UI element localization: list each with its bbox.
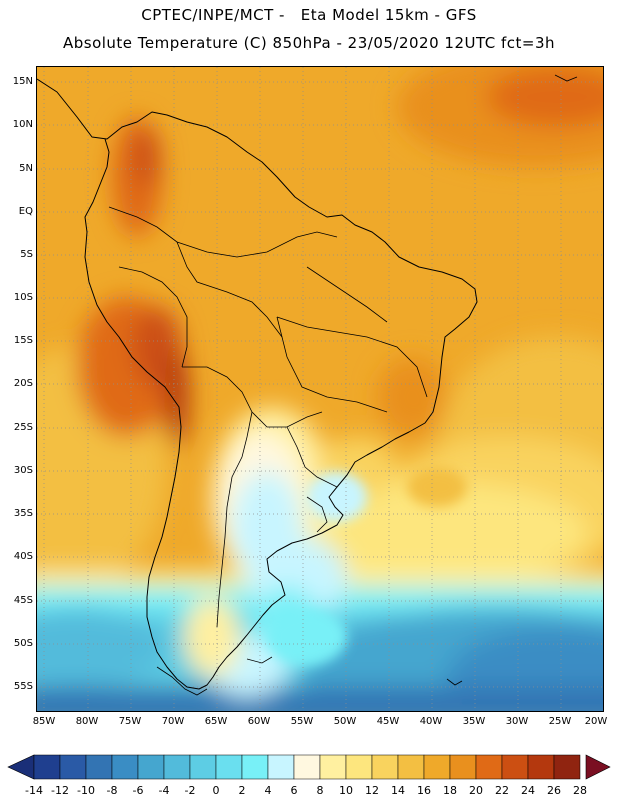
lat-label: EQ [18,206,33,217]
colorbar-label: 20 [469,784,483,797]
lon-label: 55W [290,716,314,727]
colorbar-label: -4 [158,784,170,797]
colorbar-swatch [449,754,477,780]
lat-label: 40S [13,551,33,562]
lon-label: 45W [376,716,400,727]
lat-label: 55S [13,681,33,692]
colorbar-label: -6 [132,784,144,797]
colorbar-label: -12 [51,784,69,797]
colorbar-swatch [241,754,269,780]
lon-label: 30W [505,716,529,727]
colorbar-label: 0 [212,784,220,797]
lat-label: 45S [13,595,33,606]
colorbar-label: 8 [316,784,324,797]
title-line-2: Absolute Temperature (C) 850hPa - 23/05/… [62,34,556,52]
lat-label: 15S [13,335,33,346]
colorbar-swatch [553,754,581,780]
colorbar-swatch [85,754,113,780]
colorbar-swatch [345,754,373,780]
lat-label: 25S [13,422,33,433]
colorbar-swatch [137,754,165,780]
colorbar-swatch [267,754,295,780]
colorbar-label: 16 [417,784,431,797]
country-borders [108,206,428,628]
lon-label: 35W [462,716,486,727]
lon-label: 75W [118,716,142,727]
lon-label: 50W [333,716,357,727]
temperature-map [36,66,604,712]
lat-label: 10N [12,119,33,130]
lon-label: 60W [247,716,271,727]
title-line-1: CPTEC/INPE/MCT - Eta Model 15km - GFS [141,6,477,24]
islands [156,74,578,696]
colorbar-label: 2 [238,784,246,797]
colorbar-label: 18 [443,784,457,797]
lat-label: 35S [13,508,33,519]
lat-label: 5S [20,249,33,260]
colorbar [7,754,611,780]
colorbar-label: -10 [77,784,95,797]
lat-label: 30S [13,465,33,476]
lon-label: 25W [548,716,572,727]
colorbar-label: 4 [264,784,272,797]
colorbar-label: 6 [290,784,298,797]
colorbar-swatch [319,754,347,780]
colorbar-swatch [527,754,555,780]
lat-label: 5N [19,163,33,174]
colorbar-swatch [215,754,243,780]
colorbar-swatch [397,754,425,780]
lon-label: 20W [584,716,608,727]
colorbar-swatch [293,754,321,780]
colorbar-label: -2 [184,784,196,797]
colorbar-swatch [501,754,529,780]
lon-label: 40W [419,716,443,727]
lat-label: 15N [12,76,33,87]
colorbar-label: 10 [339,784,353,797]
colorbar-label: 24 [521,784,535,797]
colorbar-label: 22 [495,784,509,797]
colorbar-swatch [59,754,87,780]
lat-label: 10S [13,292,33,303]
colorbar-label: 14 [391,784,405,797]
colorbar-label: 12 [365,784,379,797]
colorbar-swatch [371,754,399,780]
colorbar-swatch [423,754,451,780]
lat-label: 50S [13,638,33,649]
colorbar-swatch [111,754,139,780]
lon-label: 65W [204,716,228,727]
lon-label: 85W [32,716,56,727]
colorbar-swatch [163,754,191,780]
coastline [37,78,478,690]
colorbar-swatch [475,754,503,780]
graticule [37,67,603,711]
colorbar-swatch [189,754,217,780]
colorbar-high-arrow [585,754,611,780]
colorbar-label: 26 [547,784,561,797]
colorbar-label: 28 [573,784,587,797]
colorbar-label: -14 [25,784,43,797]
lon-label: 70W [161,716,185,727]
lon-label: 80W [75,716,99,727]
colorbar-label: -8 [106,784,118,797]
colorbar-low-arrow [7,754,35,780]
colorbar-swatch [33,754,61,780]
lat-label: 20S [13,378,33,389]
